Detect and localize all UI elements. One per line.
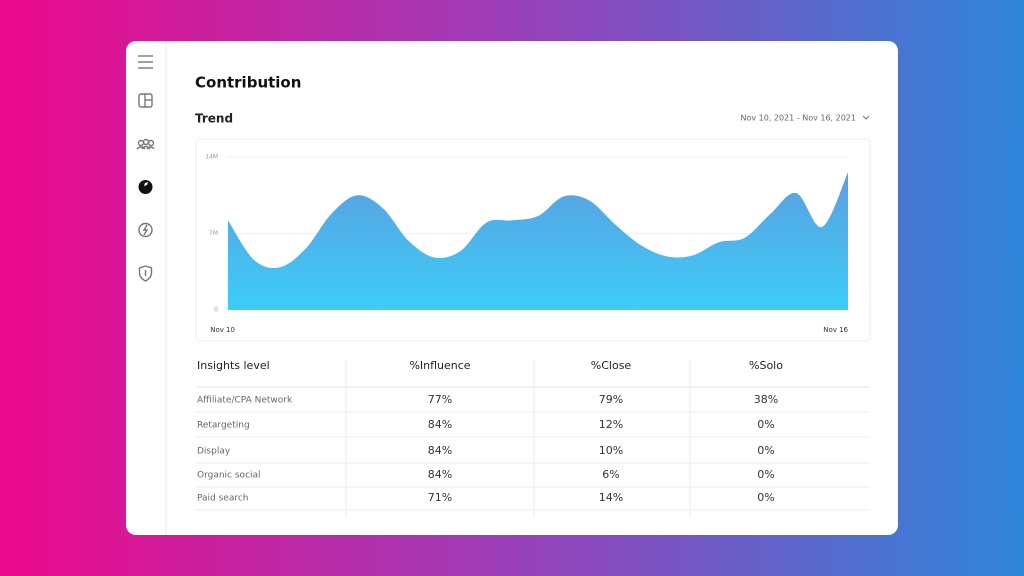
y-tick-label: 14M bbox=[205, 154, 218, 161]
table-cell: 12% bbox=[599, 418, 623, 431]
column-header: %Influence bbox=[409, 359, 470, 372]
table-cell: 0% bbox=[757, 468, 774, 481]
row-label: Paid search bbox=[197, 494, 249, 504]
trend-area bbox=[228, 172, 848, 310]
date-chevron[interactable] bbox=[862, 115, 870, 120]
dashboard-icon[interactable] bbox=[138, 93, 153, 108]
y-tick-label: 0 bbox=[214, 307, 218, 314]
section-title: Trend bbox=[195, 112, 233, 126]
table-cell: 6% bbox=[602, 468, 619, 481]
table-cell: 71% bbox=[428, 491, 452, 504]
x-tick-label: Nov 10 bbox=[210, 326, 235, 334]
table-cell: 0% bbox=[757, 444, 774, 457]
table-cell: 0% bbox=[757, 418, 774, 431]
table-cell: 38% bbox=[754, 393, 778, 406]
table-cell: 0% bbox=[757, 491, 774, 504]
x-tick-label: Nov 16 bbox=[823, 326, 848, 334]
table-cell: 84% bbox=[428, 468, 452, 481]
audience-icon[interactable] bbox=[136, 138, 155, 150]
shield-icon[interactable] bbox=[138, 265, 153, 282]
row-label: Affiliate/CPA Network bbox=[197, 396, 293, 406]
revenue-icon[interactable] bbox=[138, 222, 153, 238]
table-cell: 84% bbox=[428, 418, 452, 431]
page-title: Contribution bbox=[195, 74, 301, 92]
row-label: Organic social bbox=[197, 471, 261, 481]
table-cell: 77% bbox=[428, 393, 452, 406]
menu-icon[interactable] bbox=[138, 55, 153, 69]
row-label: Retargeting bbox=[197, 421, 250, 431]
date-range[interactable]: Nov 10, 2021 - Nov 16, 2021 bbox=[740, 114, 856, 123]
explore-icon[interactable] bbox=[138, 180, 153, 194]
column-header: %Close bbox=[591, 359, 632, 372]
column-header: %Solo bbox=[749, 359, 783, 372]
table-cell: 10% bbox=[599, 444, 623, 457]
compass-needle bbox=[144, 182, 148, 186]
column-header: Insights level bbox=[197, 359, 270, 372]
table-cell: 79% bbox=[599, 393, 623, 406]
table-cell: 84% bbox=[428, 444, 452, 457]
table-cell: 14% bbox=[599, 491, 623, 504]
row-label: Display bbox=[197, 447, 231, 457]
y-tick-label: 7M bbox=[209, 230, 218, 237]
